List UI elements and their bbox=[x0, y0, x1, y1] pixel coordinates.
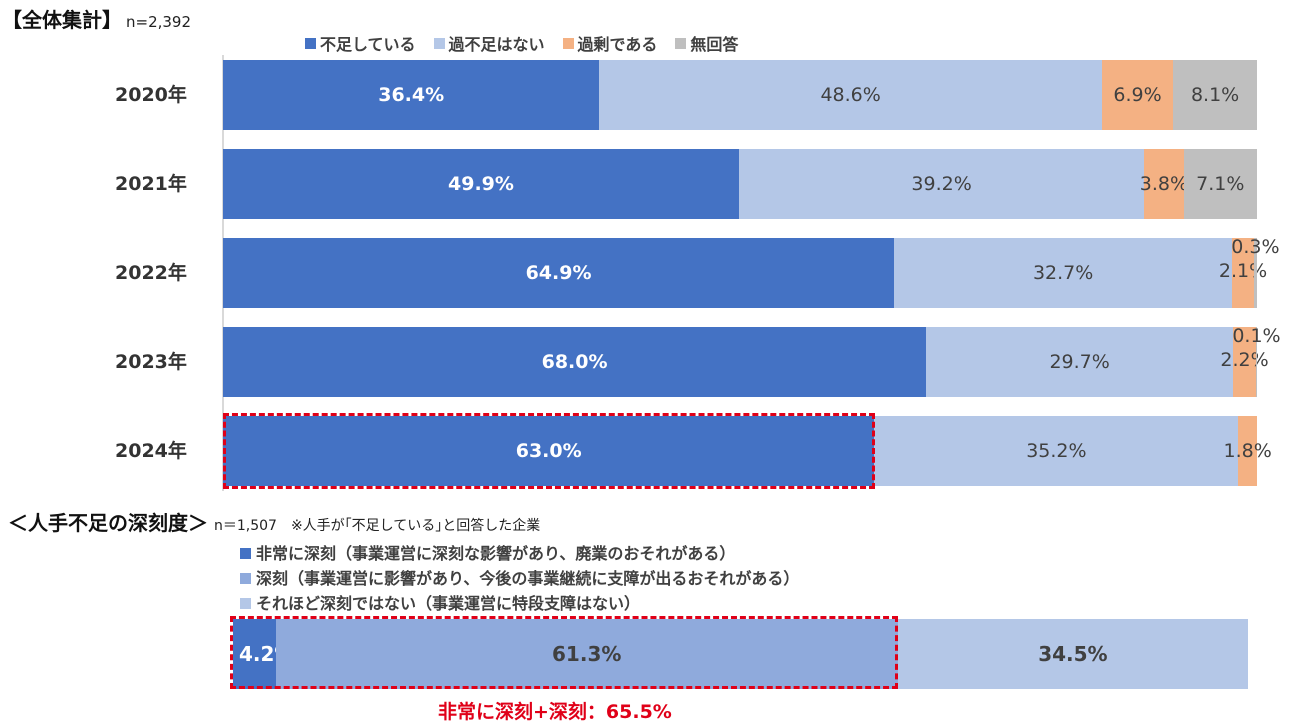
bar-segment: 49.9% bbox=[223, 149, 739, 219]
data-label: 64.9% bbox=[525, 262, 592, 284]
bar-row: 63.0% 35.2% 1.8% bbox=[223, 416, 1272, 486]
data-label: 1.8% bbox=[1223, 440, 1272, 462]
legend-item-adequate: 過不足はない bbox=[433, 31, 545, 55]
data-label: 3.8% bbox=[1139, 173, 1189, 195]
legend-swatch-icon bbox=[240, 573, 251, 584]
chart-title-severity: ＜人手不足の深刻度＞ n＝1,507 ※人手が｢不足している｣と回答した企業 bbox=[8, 507, 540, 536]
data-label: 49.9% bbox=[448, 173, 514, 195]
row-label: 2024年 bbox=[115, 440, 187, 462]
bar-segment-severe: 61.3% bbox=[275, 619, 898, 689]
bar-segment: 35.2% bbox=[874, 416, 1239, 486]
legend-swatch-icon bbox=[562, 37, 574, 49]
row-label: 2021年 bbox=[115, 173, 187, 195]
data-label: 29.7% bbox=[1049, 351, 1110, 373]
sample-size: n=2,392 bbox=[126, 13, 192, 31]
chart-title-overall: 【全体集計】 n=2,392 bbox=[2, 4, 191, 33]
legend-item-no-answer: 無回答 bbox=[675, 31, 738, 55]
sample-size-note: n＝1,507 ※人手が｢不足している｣と回答した企業 bbox=[214, 518, 541, 534]
data-label: 6.9% bbox=[1113, 84, 1162, 106]
legend-swatch-icon bbox=[675, 37, 687, 49]
data-label: 48.6% bbox=[820, 84, 881, 106]
data-label: 2.1% bbox=[1218, 260, 1268, 282]
data-label: 63.0% bbox=[515, 440, 582, 462]
data-label: 36.4% bbox=[378, 84, 445, 106]
data-label: 2.2% bbox=[1220, 349, 1269, 371]
legend-item-surplus: 過剰である bbox=[562, 31, 657, 55]
legend-item-very-severe: 非常に深刻（事業運営に深刻な影響があり、廃業のおそれがある） bbox=[240, 541, 799, 566]
legend-item-shortage: 不足している bbox=[305, 31, 416, 55]
bar-segment: 64.9% bbox=[223, 238, 895, 308]
bar-segment: 29.7% bbox=[926, 327, 1234, 397]
bar-row: 36.4% 48.6% 6.9% 8.1% bbox=[223, 60, 1257, 130]
legend-severity: 非常に深刻（事業運営に深刻な影響があり、廃業のおそれがある） 深刻（事業運営に影… bbox=[240, 541, 799, 616]
bar-segment: 8.1% bbox=[1173, 60, 1257, 130]
bar-segment-very-severe: 4.2% bbox=[233, 619, 294, 689]
data-label: 68.0% bbox=[541, 351, 608, 373]
bar-segment: 7.1% bbox=[1183, 149, 1257, 219]
row-label: 2020年 bbox=[115, 84, 187, 106]
legend-item-severe: 深刻（事業運営に影響があり、今後の事業継続に支障が出るおそれがある） bbox=[240, 566, 799, 591]
legend-item-not-severe: それほど深刻ではない（事業運営に特段支障はない） bbox=[240, 591, 799, 616]
title-text: ＜人手不足の深刻度＞ bbox=[8, 511, 208, 535]
data-label: 8.1% bbox=[1190, 84, 1240, 106]
bar-segment: 0.3% bbox=[1231, 236, 1280, 308]
data-label: 39.2% bbox=[911, 173, 972, 195]
bar-segment: 39.2% bbox=[738, 149, 1145, 219]
data-label: 32.7% bbox=[1032, 262, 1094, 284]
bar-segment: 36.4% bbox=[223, 60, 600, 130]
bar-row: 68.0% 29.7% 2.2% 0.1% bbox=[223, 325, 1281, 397]
data-label: 35.2% bbox=[1026, 440, 1087, 462]
severe-sum-label: 非常に深刻+深刻：65.5% bbox=[438, 701, 672, 723]
bar-segment: 3.8% bbox=[1140, 149, 1188, 219]
bar-segment-not-severe: 34.5% bbox=[897, 619, 1248, 689]
bar-segment: 0.1% bbox=[1232, 325, 1281, 397]
legend-swatch-icon bbox=[240, 548, 251, 559]
legend-swatch-icon bbox=[240, 598, 251, 609]
data-label: 0.3% bbox=[1231, 236, 1280, 258]
bar-segment: 32.7% bbox=[894, 238, 1233, 308]
row-label: 2022年 bbox=[115, 262, 187, 284]
data-label: 7.1% bbox=[1196, 173, 1245, 195]
bar-segment: 68.0% bbox=[223, 327, 927, 397]
bar-row: 49.9% 39.2% 3.8% 7.1% bbox=[223, 149, 1257, 219]
legend-swatch-icon bbox=[433, 37, 445, 49]
data-label: 0.1% bbox=[1232, 325, 1281, 347]
severity-bar: 4.2% 61.3% 34.5% bbox=[233, 619, 1248, 689]
bar-segment: 63.0% bbox=[223, 416, 875, 486]
legend-swatch-icon bbox=[305, 37, 316, 49]
row-label: 2023年 bbox=[115, 351, 187, 373]
legend-overall: 不足している 過不足はない 過剰である 無回答 bbox=[305, 31, 738, 55]
bar-row: 64.9% 32.7% 2.1% 0.3% bbox=[223, 236, 1280, 308]
title-text: 【全体集計】 bbox=[2, 8, 122, 32]
bar-segment: 6.9% bbox=[1101, 60, 1174, 130]
bar-segment: 48.6% bbox=[599, 60, 1102, 130]
bar-segment: 1.8% bbox=[1224, 416, 1272, 486]
